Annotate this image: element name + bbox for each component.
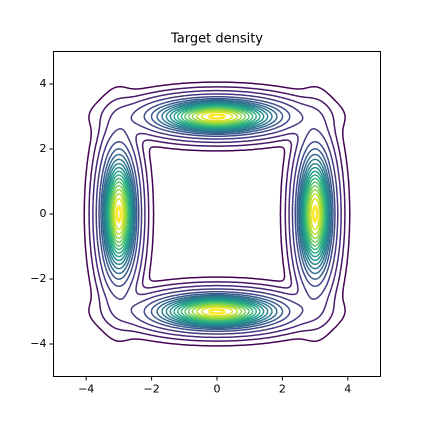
contour-line (88, 86, 346, 342)
y-tick-label: 2 (40, 142, 47, 155)
contour-line (83, 81, 351, 347)
mode-peak (312, 207, 318, 221)
contour-line (109, 107, 325, 321)
contour-line (101, 99, 333, 329)
contour-line (108, 106, 326, 322)
x-tick-label: −2 (143, 383, 159, 396)
contour-line (115, 113, 319, 315)
x-tick-label: −4 (78, 383, 94, 396)
contour-line (100, 97, 334, 331)
mode-peak (116, 207, 122, 221)
plot-area (83, 81, 351, 347)
y-tick-label: −2 (30, 272, 46, 285)
contour-line (104, 101, 330, 327)
contour-line (103, 100, 331, 328)
contour-line (107, 105, 327, 323)
x-tick-label: 4 (344, 383, 351, 396)
y-tick-label: 0 (40, 207, 47, 220)
contour-line (110, 108, 324, 320)
contour-line (98, 96, 336, 332)
contour-line (112, 110, 322, 318)
y-tick-label: 4 (40, 77, 47, 90)
contour-line (105, 103, 329, 325)
contour-line (95, 93, 339, 335)
mode-peak (210, 114, 224, 119)
contour-line (111, 109, 323, 319)
mode-peak (210, 309, 224, 314)
x-tick-label: 2 (279, 383, 286, 396)
contour-line (106, 104, 328, 324)
y-tick-label: −4 (30, 337, 46, 350)
chart-title: Target density (170, 32, 263, 47)
x-tick-label: 0 (214, 383, 221, 396)
contour-line (92, 89, 342, 339)
contour-line (113, 111, 321, 317)
